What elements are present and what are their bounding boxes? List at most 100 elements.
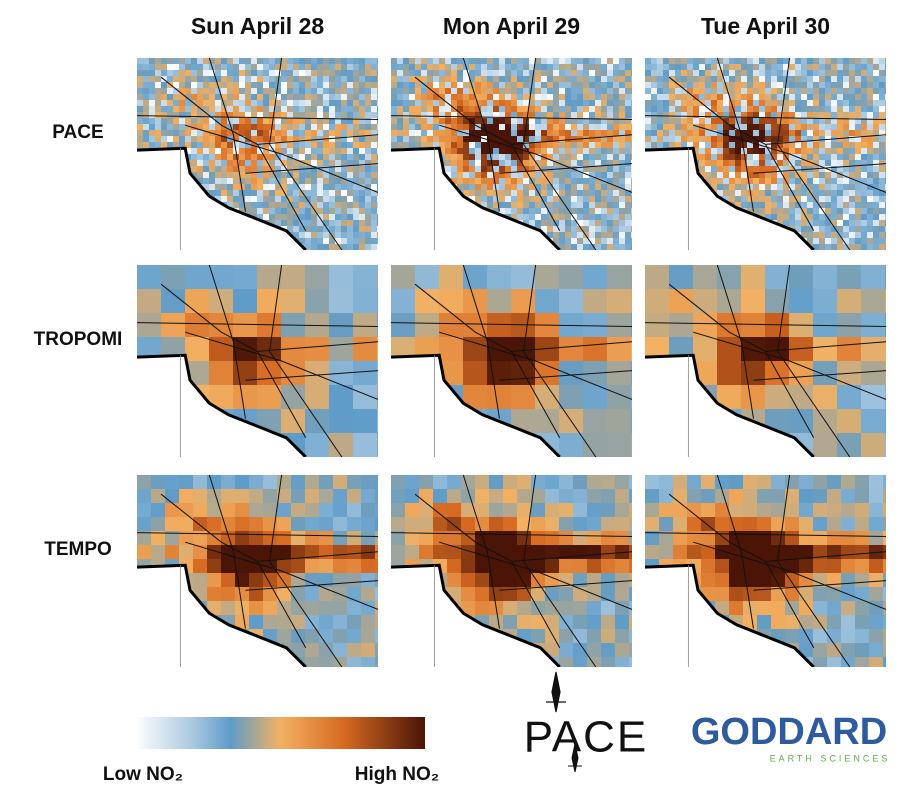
heat-cell <box>235 545 250 560</box>
heat-cell <box>861 220 868 227</box>
heat-cell <box>619 220 626 227</box>
heat-cell <box>759 76 766 83</box>
heat-cell <box>427 100 434 107</box>
heat-cell <box>487 265 512 290</box>
heat-cell <box>487 202 494 209</box>
heat-cell <box>517 208 524 215</box>
heat-cell <box>613 178 620 185</box>
heat-cell <box>405 517 420 532</box>
heat-cell <box>197 76 204 83</box>
heat-cell <box>657 100 664 107</box>
heat-cell <box>365 94 372 101</box>
heat-cell <box>837 130 844 137</box>
heat-cell <box>573 559 588 574</box>
heat-cell <box>595 160 602 167</box>
heat-cell <box>837 289 862 314</box>
heat-cell <box>167 94 174 101</box>
heat-cell <box>601 517 616 532</box>
heat-cell <box>595 172 602 179</box>
heat-cell <box>341 172 348 179</box>
heat-cell <box>869 573 884 588</box>
heat-cell <box>837 100 844 107</box>
heat-cell <box>629 503 632 518</box>
heat-cell <box>263 208 270 215</box>
heat-cell <box>583 166 590 173</box>
heat-cell <box>619 112 626 119</box>
heat-cell <box>583 337 608 362</box>
heat-cell <box>179 124 186 131</box>
heat-cell <box>529 148 536 155</box>
heat-cell <box>359 160 366 167</box>
heat-cell <box>771 124 778 131</box>
heat-cell <box>629 587 632 602</box>
heat-cell <box>463 136 470 143</box>
heat-cell <box>451 160 458 167</box>
heat-cell <box>753 196 760 203</box>
heat-cell <box>747 70 754 77</box>
heat-cell <box>807 196 814 203</box>
heat-cell <box>463 106 470 113</box>
heat-cell <box>723 136 730 143</box>
heat-cell <box>233 94 240 101</box>
heat-cell <box>631 313 632 338</box>
heat-cell <box>293 208 300 215</box>
heat-cell <box>669 130 676 137</box>
heat-cell <box>329 238 336 245</box>
heat-cell <box>209 112 216 119</box>
heat-cell <box>759 106 766 113</box>
heat-cell <box>843 106 850 113</box>
heat-cell <box>747 64 754 71</box>
heat-cell <box>251 208 258 215</box>
heat-cell <box>197 64 204 71</box>
heat-cell <box>475 106 482 113</box>
heat-cell <box>439 265 464 290</box>
heat-cell <box>427 76 434 83</box>
heat-cell <box>305 573 320 588</box>
heat-cell <box>359 64 366 71</box>
heat-cell <box>391 289 416 314</box>
heat-cell <box>631 409 632 434</box>
heat-cell <box>475 82 482 89</box>
heat-cell <box>885 190 886 197</box>
heat-cell <box>651 88 658 95</box>
heat-cell <box>595 70 602 77</box>
heat-cell <box>595 94 602 101</box>
heat-cell <box>645 58 652 65</box>
heat-cell <box>843 82 850 89</box>
heat-cell <box>723 142 730 149</box>
heat-cell <box>813 202 820 209</box>
heat-cell <box>669 118 676 125</box>
heat-cell <box>825 70 832 77</box>
heat-cell <box>705 130 712 137</box>
heat-cell <box>587 643 602 658</box>
heat-cell <box>257 118 264 125</box>
heat-cell <box>601 238 608 245</box>
heat-cell <box>463 142 470 149</box>
heat-cell <box>879 232 886 239</box>
heat-cell <box>377 94 378 101</box>
heat-cell <box>263 70 270 77</box>
heat-cell <box>469 190 476 197</box>
heat-cell <box>879 196 886 203</box>
heat-cell <box>687 100 694 107</box>
heat-cell <box>807 208 814 215</box>
heat-cell <box>499 208 506 215</box>
heat-cell <box>173 130 180 137</box>
heat-cell <box>365 160 372 167</box>
heat-cell <box>305 531 320 546</box>
heat-cell <box>619 106 626 113</box>
heat-cell <box>341 64 348 71</box>
heat-cell <box>275 94 282 101</box>
heat-cell <box>257 94 264 101</box>
heat-cell <box>377 190 378 197</box>
heat-cell <box>361 517 376 532</box>
heat-cell <box>663 88 670 95</box>
heat-cell <box>729 503 744 518</box>
heat-cell <box>613 58 620 65</box>
heat-cell <box>359 136 366 143</box>
heat-cell <box>813 112 820 119</box>
heat-cell <box>885 148 886 155</box>
heat-cell <box>403 88 410 95</box>
heat-cell <box>323 124 330 131</box>
heat-cell <box>499 82 506 89</box>
